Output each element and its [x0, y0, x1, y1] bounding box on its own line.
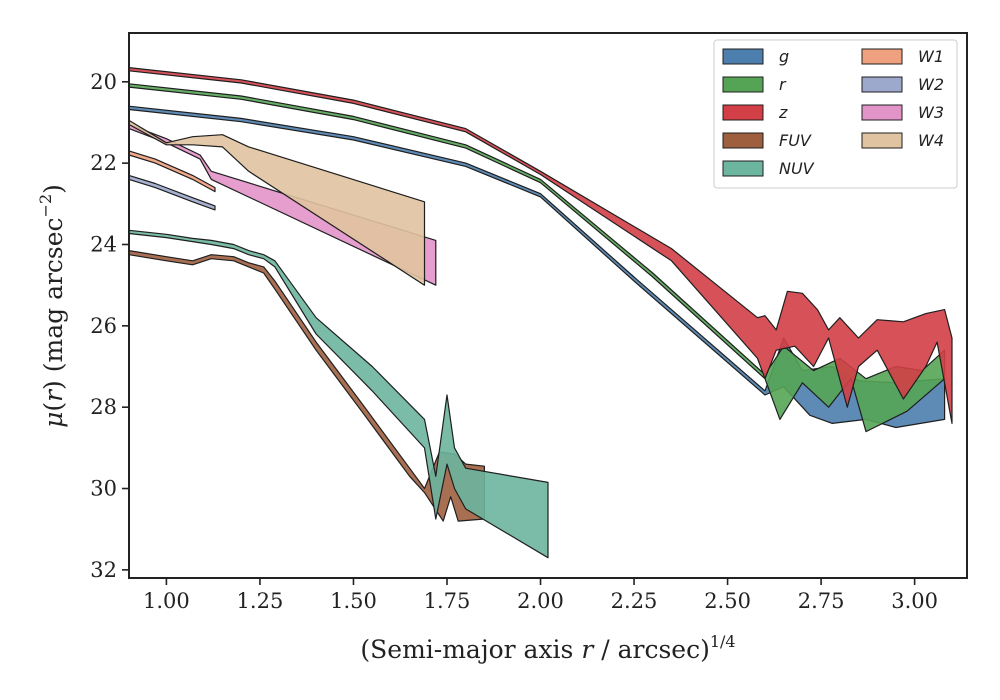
- y-axis-label-var: r: [39, 388, 68, 402]
- legend-swatch-w3: [861, 104, 903, 121]
- legend-label-fuv: FUV: [779, 131, 812, 150]
- legend-swatch-w4: [861, 132, 903, 149]
- series-band-w2: [128, 174, 216, 211]
- y-axis-label-mu: μ: [39, 412, 68, 428]
- series-band-w1: [128, 150, 216, 193]
- y-tick-label: 24: [90, 232, 117, 256]
- y-tick-label: 30: [90, 477, 117, 501]
- x-tick-label: 2.00: [517, 589, 564, 613]
- legend-swatch-w1: [861, 48, 903, 65]
- legend-label-g: g: [779, 47, 789, 66]
- legend-label-w4: W4: [918, 131, 944, 150]
- y-tick-label: 22: [90, 151, 117, 175]
- legend-label-w3: W3: [918, 103, 944, 122]
- x-axis-label-var: r: [581, 635, 595, 664]
- x-axis-label-sup: 1/4: [710, 632, 736, 651]
- y-axis-label-sup: −2: [36, 194, 55, 218]
- x-axis-label-mid: / arcsec): [593, 635, 710, 664]
- x-axis-ticks: 1.00 1.25 1.50 1.75 2.00 2.25 2.50 2.75 3.00: [143, 578, 938, 613]
- x-axis-label-prefix: (Semi-major axis: [360, 635, 581, 664]
- legend-label-z: z: [778, 103, 788, 122]
- x-tick-label: 1.50: [330, 589, 377, 613]
- x-tick-label: 2.75: [798, 589, 845, 613]
- legend-swatch-fuv: [722, 132, 764, 149]
- x-tick-label: 2.25: [611, 589, 658, 613]
- legend-swatch-g: [722, 48, 764, 65]
- y-tick-label: 26: [90, 314, 117, 338]
- x-tick-label: 1.25: [237, 589, 284, 613]
- y-axis-ticks: 20 22 24 26 28 30 32: [90, 70, 129, 582]
- y-axis-label-rest: ) (mag arcsec: [39, 217, 68, 390]
- legend-swatch-r: [722, 76, 764, 93]
- y-axis-label: μ(r) (mag arcsec−2): [36, 184, 68, 428]
- y-tick-label: 32: [90, 558, 117, 582]
- legend-label-nuv: NUV: [779, 159, 815, 178]
- x-tick-label: 1.00: [143, 589, 190, 613]
- y-tick-label: 20: [90, 70, 117, 94]
- series-layer: [128, 66, 953, 559]
- series-band-w4: [128, 119, 426, 286]
- legend-label-r: r: [779, 75, 787, 94]
- legend-swatch-nuv: [722, 160, 764, 177]
- legend-swatch-w2: [861, 76, 903, 93]
- series-band-nuv: [128, 229, 549, 559]
- x-tick-label: 3.00: [891, 589, 938, 613]
- series-band-z: [128, 66, 953, 424]
- legend: grz FUV NUV W1 W2 W3 W4: [713, 39, 958, 189]
- x-tick-label: 1.75: [424, 589, 471, 613]
- x-tick-label: 2.50: [704, 589, 751, 613]
- y-tick-label: 28: [90, 395, 117, 419]
- legend-label-w2: W2: [918, 75, 944, 94]
- plot-frame: [128, 32, 968, 579]
- y-axis-label-close: ): [39, 184, 68, 194]
- legend-label-w1: W1: [918, 47, 944, 66]
- legend-swatch-z: [722, 104, 764, 121]
- y-axis-label-open: (: [39, 402, 68, 412]
- x-axis-label: (Semi-major axis r / arcsec)1/4: [360, 632, 735, 664]
